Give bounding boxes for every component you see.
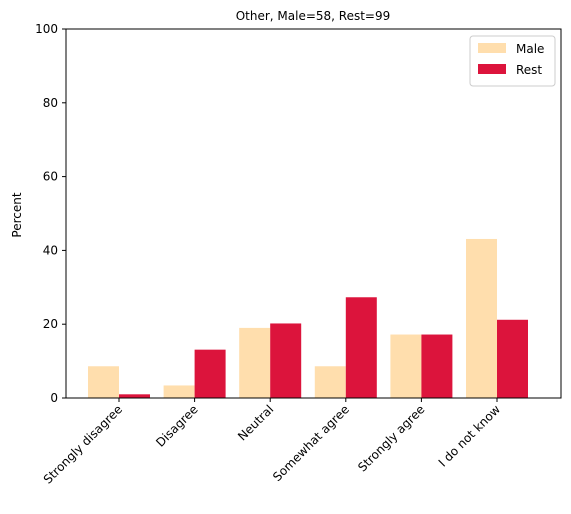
bar-male-5 (466, 238, 497, 398)
y-tick-label-1: 20 (43, 317, 58, 331)
y-axis-label: Percent (10, 192, 24, 237)
bar-rest-1 (194, 349, 226, 398)
bar-rest-0 (119, 394, 150, 398)
bar-male-3 (314, 366, 346, 398)
bar-male-4 (390, 334, 422, 398)
y-tick-label-2: 40 (43, 243, 58, 257)
y-tick-label-0: 0 (50, 391, 58, 405)
y-tick-label-3: 60 (43, 170, 58, 184)
bar-rest-4 (421, 334, 453, 398)
x-tick-label-0: Strongly disagree (41, 402, 125, 486)
legend: Male Rest (469, 35, 556, 87)
legend-swatch-male (478, 43, 506, 53)
chart-title: Other, Male=58, Rest=99 (236, 9, 391, 23)
legend-swatch-rest (478, 64, 506, 74)
x-tick-label-5: I do not know (436, 402, 504, 470)
bar-male-2 (239, 327, 271, 398)
x-tick-label-2: Neutral (235, 402, 276, 443)
bar-rest-2 (270, 323, 302, 398)
x-tick-label-4: Strongly agree (355, 402, 427, 474)
plot-area: 0 20 40 60 80 100 Strongly disagree Disagree Neu… (35, 22, 562, 487)
bar-male-0 (88, 366, 119, 398)
axes-frame (65, 28, 562, 399)
y-tick-label-4: 80 (43, 96, 58, 110)
bar-rest-3 (345, 297, 377, 398)
x-tick-label-3: Somewhat agree (270, 402, 352, 484)
x-tick-label-1: Disagree (153, 402, 201, 450)
legend-label-rest: Rest (516, 63, 542, 77)
legend-label-male: Male (516, 42, 544, 56)
y-tick-label-5: 100 (35, 22, 58, 36)
bar-rest-5 (497, 319, 528, 398)
bar-male-1 (163, 385, 195, 398)
